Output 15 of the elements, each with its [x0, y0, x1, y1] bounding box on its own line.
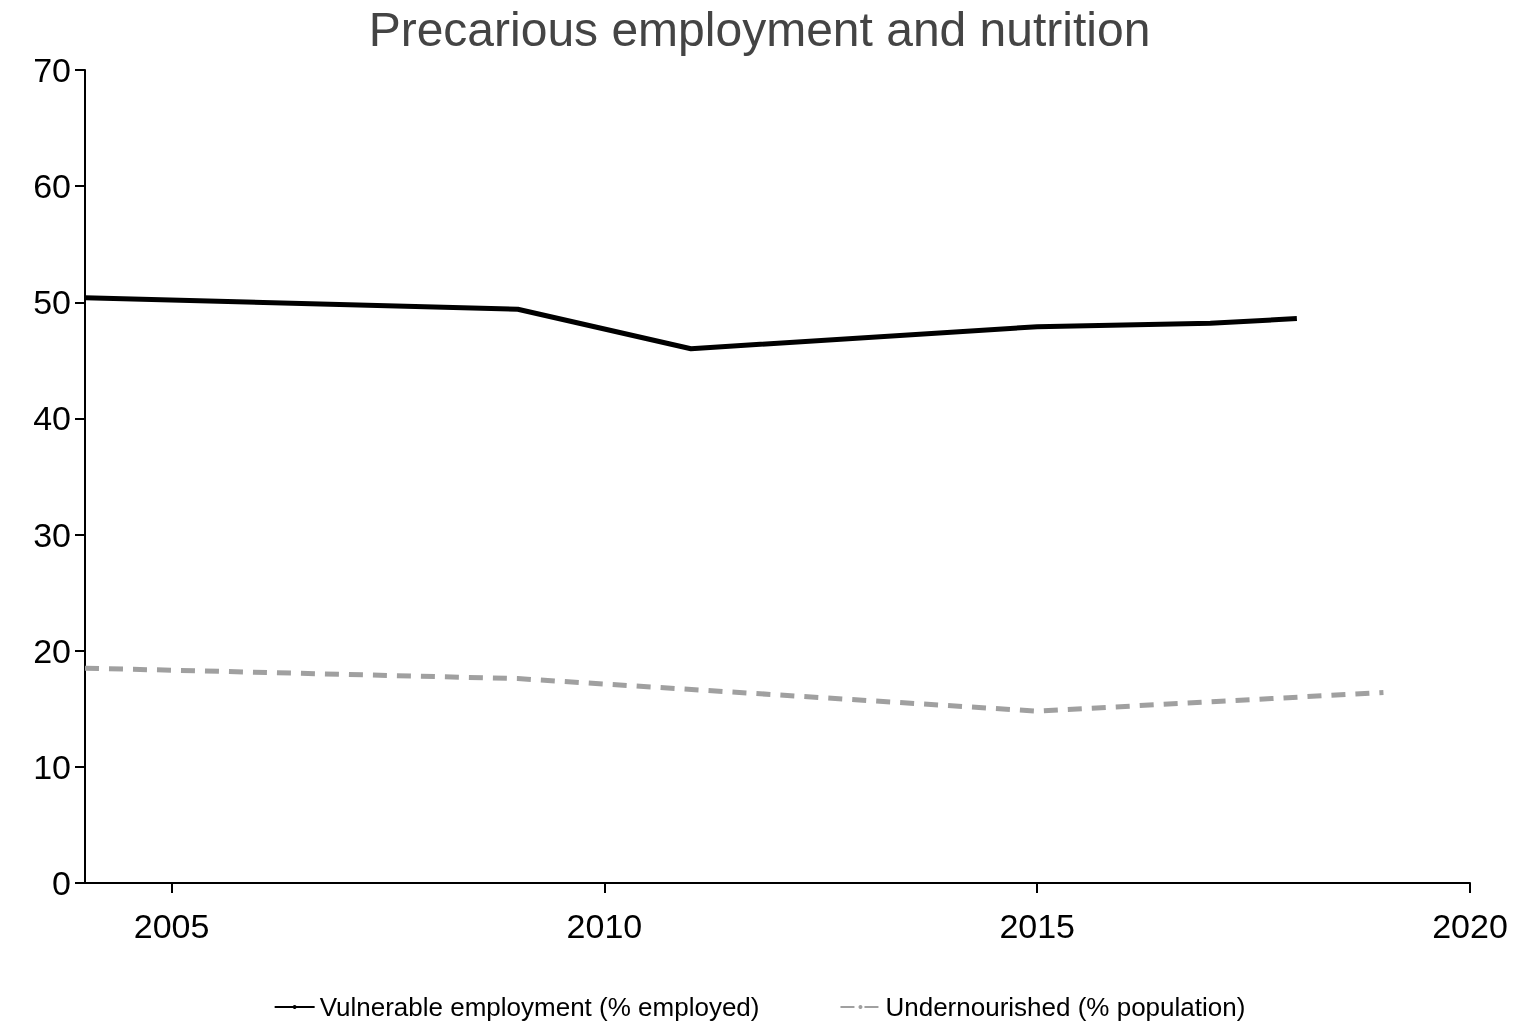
y-tick-label: 10 [33, 747, 71, 786]
x-tick-label: 2020 [1432, 907, 1508, 945]
legend-label: Undernourished (% population) [885, 992, 1246, 1022]
y-tick-label: 70 [33, 51, 71, 89]
y-tick-label: 60 [33, 167, 71, 206]
x-tick-label: 2015 [999, 907, 1076, 945]
y-tick-label: 40 [33, 399, 71, 438]
y-tick-label: 0 [52, 864, 71, 902]
x-tick-label: 2005 [133, 907, 210, 945]
chart-title: Precarious employment and nutrition [368, 2, 1151, 56]
y-tick-label: 50 [33, 283, 71, 322]
y-tick-label: 30 [33, 515, 71, 554]
legend-label: Vulnerable employment (% employed) [319, 992, 760, 1022]
x-tick-label: 2010 [566, 907, 643, 945]
y-tick-label: 20 [33, 631, 71, 670]
